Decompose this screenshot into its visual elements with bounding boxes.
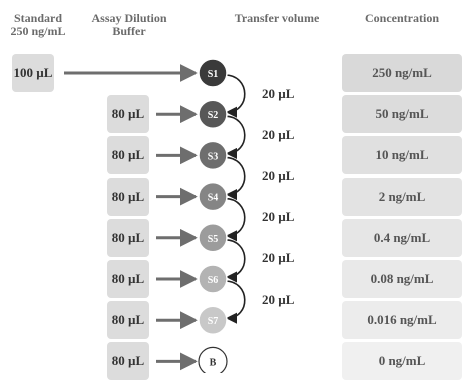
tube-label: S7 [208, 316, 219, 327]
tube-circle [198, 346, 228, 373]
concentration-box: 0.08 ng/mL [342, 260, 462, 298]
serial-transfer-arrow [224, 74, 246, 118]
tube-label: S3 [208, 151, 219, 162]
buffer-volume-box: 80 µL [107, 260, 149, 298]
tube-s7: S7 [198, 305, 228, 335]
serial-transfer-arrow [224, 197, 246, 242]
tube-circle [198, 305, 228, 335]
tube-label: S2 [208, 110, 219, 121]
tube-s4: S4 [198, 181, 228, 212]
tube-s3: S3 [198, 140, 228, 171]
concentration-box: 10 ng/mL [342, 136, 462, 175]
concentration-box: 50 ng/mL [342, 95, 462, 134]
tube-label: S1 [208, 69, 219, 80]
tube-circle [198, 181, 228, 212]
tube-circle [198, 140, 228, 171]
buffer-volume-box: 80 µL [107, 301, 149, 340]
tube-circle [198, 58, 228, 88]
tube-label: S4 [208, 193, 219, 204]
concentration-box: 0.016 ng/mL [342, 301, 462, 340]
tube-label: S5 [208, 234, 219, 245]
buffer-volume-box: 80 µL [107, 136, 149, 175]
serial-transfer-arrow [224, 280, 246, 324]
serial-transfer-arrow [224, 115, 246, 159]
tube-circle [198, 99, 228, 129]
concentration-box: 2 ng/mL [342, 177, 462, 216]
serial-transfer-arrow [224, 156, 246, 201]
buffer-volume-box: 80 µL [107, 177, 149, 216]
tube-s1: S1 [198, 58, 228, 88]
standard-header-line1: Standard [13, 11, 63, 25]
tube-circle [198, 223, 228, 253]
concentration-box: 0.4 ng/mL [342, 218, 462, 257]
transfer-volume-label: 20 µL [262, 168, 295, 183]
buffer-volume-box: 80 µL [107, 218, 149, 257]
buffer-header-line1: Assay Dilution [91, 11, 167, 25]
serial-transfer-arrow [224, 239, 246, 283]
tube-label: B [210, 357, 217, 368]
standard-header: Standard 250 ng/mL [6, 12, 70, 38]
tube-s6: S6 [198, 264, 228, 294]
buffer-header: Assay Dilution Buffer [84, 12, 174, 38]
transfer-volume-label: 20 µL [262, 85, 295, 101]
concentration-header: Concentration [365, 11, 439, 25]
concentration-box: 250 ng/mL [342, 54, 462, 92]
transfer-volume-label: 20 µL [262, 291, 295, 307]
tube-label: S6 [208, 275, 219, 286]
tube-circle [198, 264, 228, 294]
transfer-volume-label: 20 µL [262, 250, 295, 266]
buffer-volume-box: 80 µL [107, 95, 149, 134]
tube-s2: S2 [198, 99, 228, 129]
transfer-volume-label: 20 µL [262, 126, 295, 142]
standard-header-line2: 250 ng/mL [10, 24, 66, 38]
transfer-volume-label: 20 µL [262, 209, 295, 225]
transfer-header: Transfer volume [234, 11, 320, 25]
tube-b: B [198, 346, 228, 373]
buffer-header-line2: Buffer [112, 24, 146, 38]
standard-volume-box: 100 µL [12, 54, 54, 92]
tube-s5: S5 [198, 223, 228, 253]
